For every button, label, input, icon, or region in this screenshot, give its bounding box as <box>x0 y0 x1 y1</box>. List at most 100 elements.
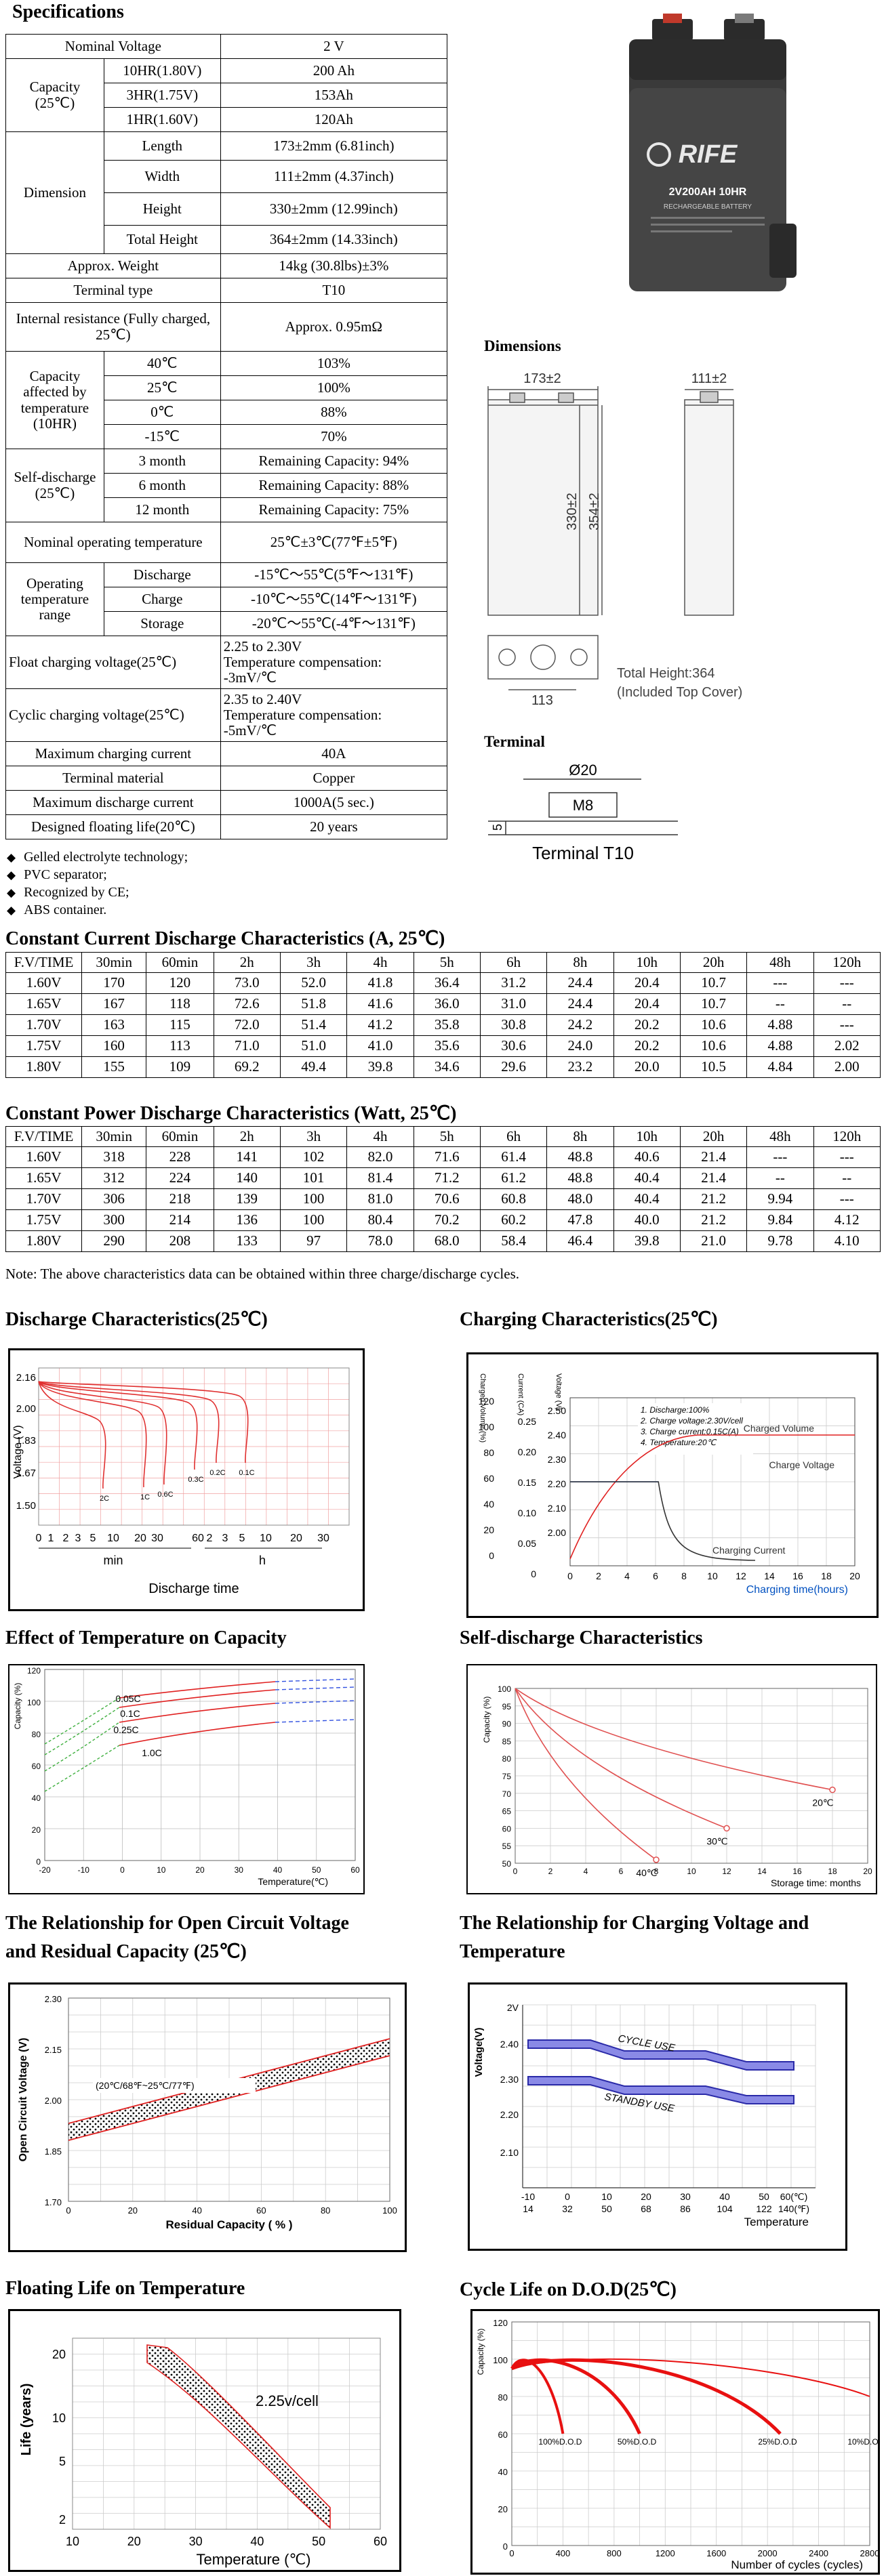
y-tick-label: 0 <box>503 2541 508 2552</box>
table-cell: 133 <box>213 1230 281 1252</box>
spec-sublabel: 12 month <box>103 497 221 522</box>
capacity-curve <box>119 1703 276 1723</box>
y-axis-label: Open Circuit Voltage (V) <box>18 2038 29 2162</box>
y-tick-label: 120 <box>493 2318 508 2328</box>
table-cell: -- <box>813 993 881 1015</box>
y-tick-label: 2.16 <box>16 1372 36 1384</box>
charge-voltage-chart: 2V 2.40 2.30 2.20 2.10 -10 0 10 20 30 40 50 60(℃) 14 3… <box>468 1982 847 2251</box>
table-cell: 20.4 <box>613 993 681 1015</box>
dimensions-drawing: 173±2 111±2 330±2 354±2 113 Total Height… <box>487 371 742 708</box>
spec-sublabel: Width <box>103 160 221 193</box>
table-cell: 113 <box>146 1035 214 1057</box>
table-cell: --- <box>813 1188 881 1210</box>
spec-value: -10℃～55℃(14℉～131℉) <box>220 587 448 612</box>
series-label: 40℃ <box>636 1867 657 1878</box>
cv-title-line: Temperature <box>460 1941 565 1962</box>
table-cell: 10.7 <box>679 993 748 1015</box>
table-cell: 69.2 <box>213 1056 281 1078</box>
x-axis-label: Residual Capacity ( % ) <box>165 2218 292 2231</box>
table-cell: 60.8 <box>479 1188 548 1210</box>
spec-value: 88% <box>220 400 448 425</box>
table-cell: 4.88 <box>746 1014 814 1036</box>
specifications-table: Nominal Voltage 2 V Capacity (25℃) 10HR(1.… <box>5 34 448 839</box>
x-tick-label: 6 <box>653 1571 658 1581</box>
terminal-name: Terminal T10 <box>532 843 634 863</box>
x-tick-label: 140(℉) <box>778 2203 809 2214</box>
column-header: 20h <box>679 1126 748 1147</box>
table-row: 1.80V 155 109 69.2 49.4 39.8 34.6 29.6 23.2 20.0 1… <box>5 1056 881 1078</box>
y-tick-label: 85 <box>502 1737 512 1746</box>
x-tick-label: 100 <box>382 2205 397 2216</box>
x-axis-label: Discharge time <box>148 1581 239 1596</box>
spec-label: Internal resistance (Fully charged, 25℃) <box>5 302 221 352</box>
table-cell: 78.0 <box>346 1230 414 1252</box>
x-tick-label: 30 <box>680 2191 691 2202</box>
terminal-diameter: Ø20 <box>569 762 597 778</box>
series-label: 2C <box>100 1495 109 1503</box>
table-cell: 72.0 <box>213 1014 281 1036</box>
x-tick-label: 12 <box>736 1571 746 1581</box>
x-group-label: h <box>259 1554 266 1567</box>
table-cell: 97 <box>279 1230 348 1252</box>
axis-title: Charged Volume (%) <box>479 1373 487 1442</box>
table-cell: 1.65V <box>5 1167 83 1189</box>
column-header: F.V/TIME <box>5 952 83 973</box>
x-tick-label: 3 <box>75 1533 81 1544</box>
constant-power-table: F.V/TIME 30min 60min 2h 3h 4h 5h 6h 8h 10h 20h 48h 1… <box>5 1126 881 1252</box>
legend-item: 3. Charge current:0.15C(A) <box>641 1427 739 1436</box>
table-cell: 167 <box>81 993 147 1015</box>
plot-frame <box>44 1669 356 1861</box>
table-cell: 36.4 <box>413 972 481 994</box>
model-sub: RECHARGEABLE BATTERY <box>664 203 752 211</box>
spec-label: Float charging voltage(25℃) <box>5 636 221 689</box>
series-label: 0.05C <box>115 1693 140 1704</box>
x-tick-label: 0 <box>567 1571 573 1581</box>
series-label: 0.3C <box>188 1476 203 1484</box>
x-tick-label: -10 <box>521 2191 535 2202</box>
table-cell: 48.8 <box>546 1146 614 1168</box>
table-cell: 10.6 <box>679 1035 748 1057</box>
x-tick-label: 20 <box>863 1867 872 1876</box>
y-tick-label: 100 <box>479 1421 495 1432</box>
x-tick-label: 50 <box>312 1865 321 1875</box>
floating-chart-title: Floating Life on Temperature <box>5 2278 245 2299</box>
table-cell: 23.2 <box>546 1056 614 1078</box>
capacity-curve-low <box>44 1722 120 1772</box>
table-cell: 101 <box>279 1167 348 1189</box>
y-tick-label: 1.83 <box>16 1435 36 1447</box>
table-cell: 170 <box>81 972 147 994</box>
table-cell: -- <box>813 1167 881 1189</box>
table-cell: 61.4 <box>479 1146 548 1168</box>
spec-label: Capacity affected by temperature (10HR) <box>5 351 104 449</box>
y-tick-label: 2.30 <box>500 2074 519 2085</box>
float-voltage-range: 2.25 to 2.30V <box>223 638 302 655</box>
spec-sublabel: 1HR(1.60V) <box>103 107 221 132</box>
cycle-life-curve <box>510 2358 641 2435</box>
y-tick-label: 2.30 <box>45 1994 62 2004</box>
spec-label: Capacity (25℃) <box>5 58 104 132</box>
series-label: 1C <box>140 1493 150 1501</box>
table-cell: 52.0 <box>279 972 348 994</box>
capacity-curve <box>119 1722 276 1746</box>
table-cell: 31.2 <box>479 972 548 994</box>
y-tick-label: 55 <box>502 1842 512 1851</box>
table-cell: --- <box>813 972 881 994</box>
charging-chart: Charged Volume (%) Current (CA) Voltage (V… <box>466 1352 879 1618</box>
y-tick-label: 2 <box>59 2513 66 2527</box>
x-tick-label: 5 <box>239 1533 245 1544</box>
legend-item: 1. Discharge:100% <box>641 1405 710 1415</box>
terminal-drawing: Ø20 M8 5 Terminal T10 <box>488 762 678 863</box>
standby-use-band <box>527 2076 794 2104</box>
x-tick-label: 0 <box>36 1533 42 1544</box>
discharge-chart: 2.16 2.00 1.83 1.67 1.50 Voltage (V) 0 1 2 3 5 10 20… <box>8 1348 365 1611</box>
total-height-note: Total Height:364 <box>617 666 715 681</box>
table-cell: 20.0 <box>613 1056 681 1078</box>
table-cell: 9.84 <box>746 1209 814 1231</box>
capacity-curve-high <box>275 1686 356 1690</box>
y-tick-label: 80 <box>502 1754 512 1764</box>
power-table-title: Constant Power Discharge Characteristics… <box>5 1103 457 1124</box>
discharge-curve <box>38 1381 198 1470</box>
series-label: 0.25C <box>113 1724 138 1735</box>
capacity-curve-high <box>275 1719 356 1723</box>
table-row: 1.60V 170 120 73.0 52.0 41.8 36.4 31.2 24.4 20.4 1… <box>5 972 881 994</box>
